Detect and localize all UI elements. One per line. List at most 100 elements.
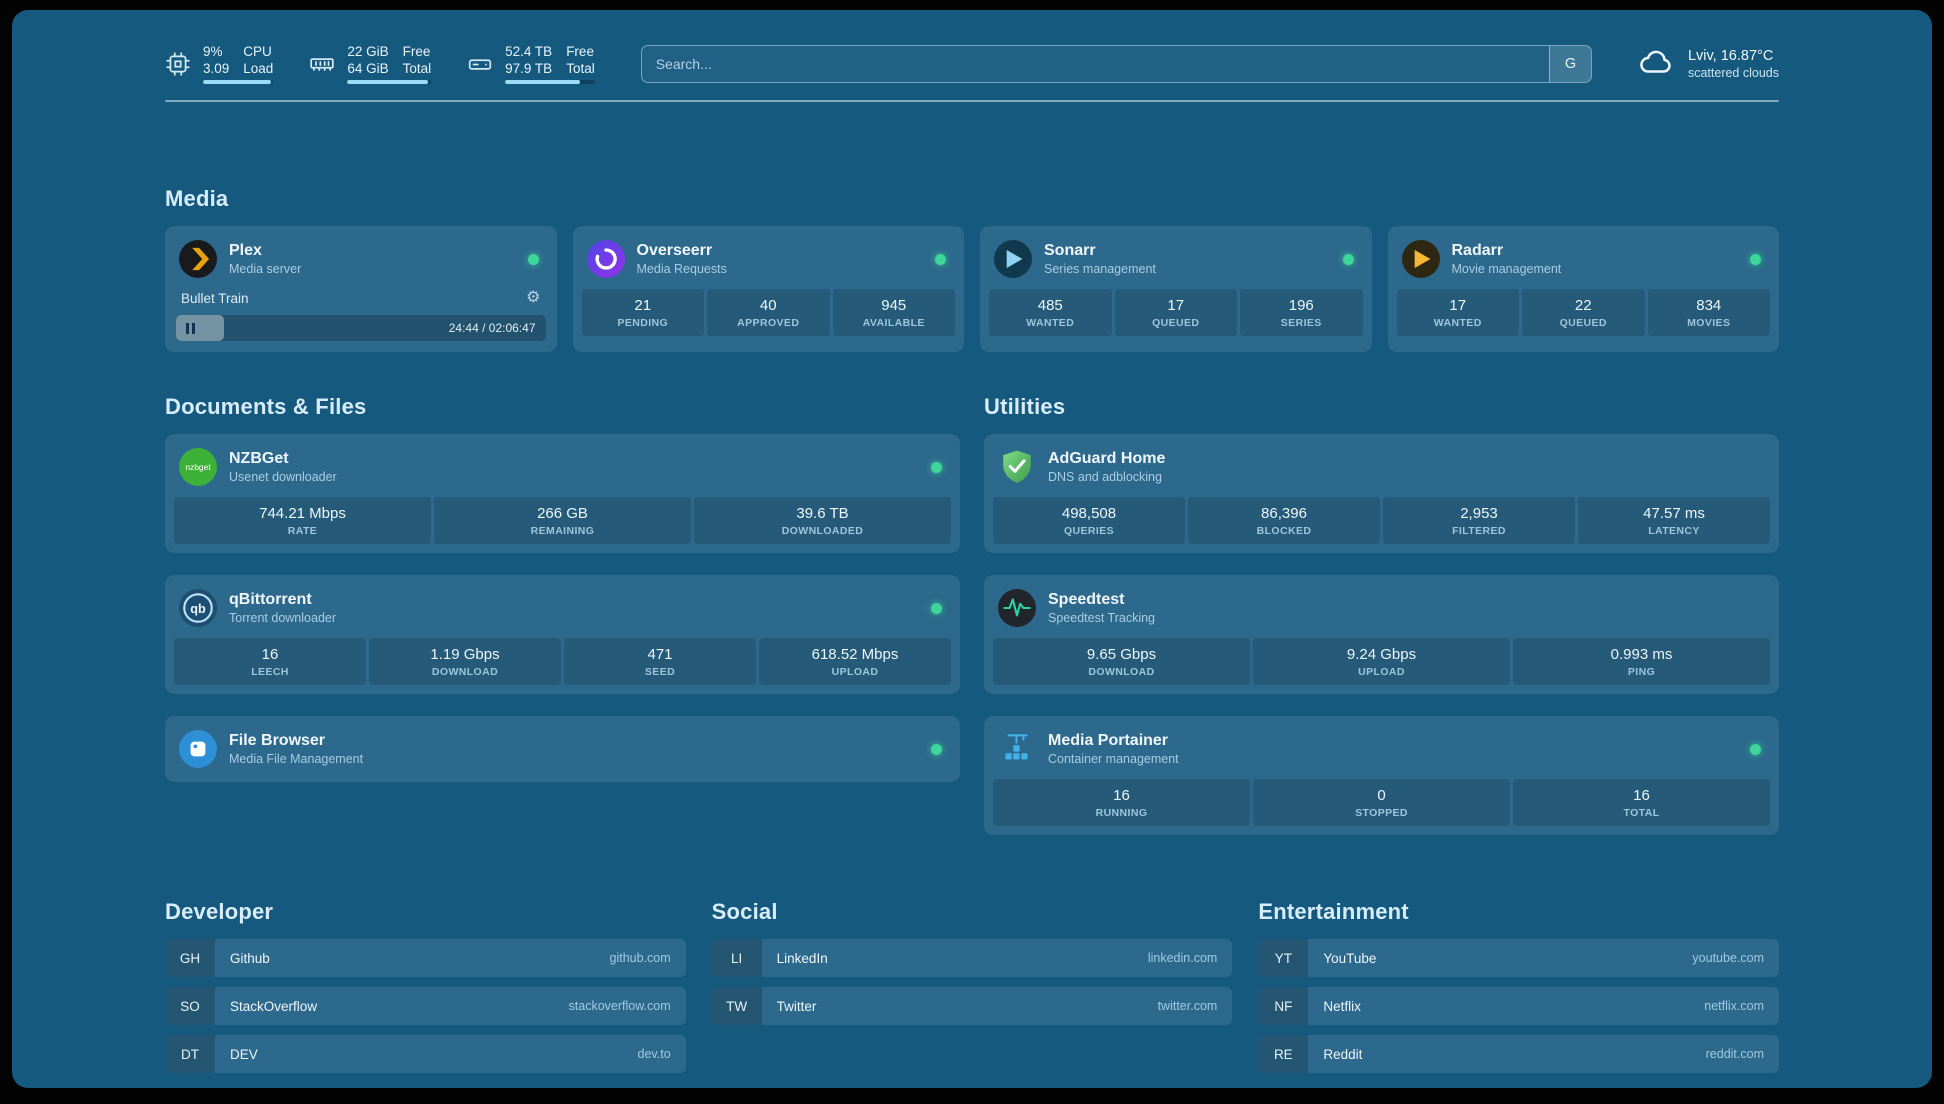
settings-gear-icon[interactable]: ⚙ xyxy=(526,289,541,306)
section-title-media: Media xyxy=(165,186,229,211)
disk-total-value: 97.9 TB xyxy=(505,61,553,76)
stat-total: 16 TOTAL xyxy=(1513,779,1770,826)
bookmark-domain: youtube.com xyxy=(1692,951,1764,965)
bookmark-stackoverflow[interactable]: SO StackOverflow stackoverflow.com xyxy=(165,987,686,1025)
bookmark-github[interactable]: GH Github github.com xyxy=(165,939,686,977)
disk-free-label: Free xyxy=(566,44,594,59)
bookmark-abbr: SO xyxy=(165,987,215,1025)
pause-icon[interactable] xyxy=(186,322,195,334)
service-card-plex[interactable]: Plex Media server Bullet Train ⚙ xyxy=(165,226,557,352)
service-card-speedtest[interactable]: Speedtest Speedtest Tracking 9.65 Gbps D… xyxy=(984,575,1779,694)
memory-total-value: 64 GiB xyxy=(347,61,389,76)
service-subtitle: Container management xyxy=(1048,752,1179,766)
bookmark-domain: dev.to xyxy=(637,1047,671,1061)
service-card-nzbget[interactable]: nzbget NZBGet Usenet downloader 74 xyxy=(165,434,960,553)
bookmark-name: Reddit xyxy=(1323,1046,1363,1062)
adguard-icon xyxy=(998,448,1036,486)
memory-usage-bar-fill xyxy=(347,80,428,84)
memory-free-value: 22 GiB xyxy=(347,44,389,59)
speedtest-icon xyxy=(998,589,1036,627)
service-title: Plex xyxy=(229,242,262,259)
bookmark-domain: reddit.com xyxy=(1705,1047,1764,1061)
search-input[interactable] xyxy=(641,46,1549,82)
service-card-overseerr[interactable]: Overseerr Media Requests 21 PENDING 40 A… xyxy=(572,226,964,352)
service-card-portainer[interactable]: Media Portainer Container management 16 … xyxy=(984,716,1779,835)
memory-icon xyxy=(309,51,335,77)
disk-free-value: 52.4 TB xyxy=(505,44,553,59)
bookmark-abbr: DT xyxy=(165,1035,215,1073)
svg-text:qb: qb xyxy=(190,602,206,616)
plex-player-bar[interactable]: 24:44 / 02:06:47 xyxy=(176,315,546,341)
service-card-adguard[interactable]: AdGuard Home DNS and adblocking 498,508 … xyxy=(984,434,1779,553)
cpu-value: 9% xyxy=(203,44,223,59)
stat-filtered: 2,953 FILTERED xyxy=(1383,497,1575,544)
service-title: Overseerr xyxy=(636,242,713,259)
bookmark-netflix[interactable]: NF Netflix netflix.com xyxy=(1258,987,1779,1025)
service-card-qbittorrent[interactable]: qb qBittorrent Torrent downloader xyxy=(165,575,960,694)
stat-remaining: 266 GB REMAINING xyxy=(434,497,691,544)
stat-pending: 21 PENDING xyxy=(581,289,704,336)
status-dot xyxy=(1342,253,1354,265)
service-title: Sonarr xyxy=(1044,242,1096,259)
service-subtitle: Torrent downloader xyxy=(229,611,337,625)
stat-downloaded: 39.6 TB DOWNLOADED xyxy=(694,497,951,544)
search-provider-button[interactable]: G xyxy=(1548,46,1591,82)
stat-stopped: 0 STOPPED xyxy=(1253,779,1510,826)
service-title: qBittorrent xyxy=(229,591,312,608)
bookmark-domain: github.com xyxy=(609,951,671,965)
bookmark-name: Netflix xyxy=(1323,998,1361,1014)
resource-memory: 22 GiB Free 64 GiB Total xyxy=(309,44,432,84)
cpu-usage-bar-fill xyxy=(203,80,271,84)
service-subtitle: Media Requests xyxy=(636,262,727,276)
overseerr-icon xyxy=(586,240,625,278)
section-title-social: Social xyxy=(711,899,778,924)
section-title-utilities: Utilities xyxy=(984,394,1066,419)
bookmark-group-entertainment: Entertainment YT YouTube youtube.com NF … xyxy=(1258,899,1779,1083)
service-card-sonarr[interactable]: Sonarr Series management 485 WANTED 17 Q… xyxy=(980,226,1372,352)
service-title: NZBGet xyxy=(229,450,289,467)
bookmark-abbr: NF xyxy=(1258,987,1309,1025)
status-dot xyxy=(935,253,946,265)
service-title: File Browser xyxy=(229,732,326,749)
service-subtitle: Speedtest Tracking xyxy=(1048,611,1156,625)
stat-blocked: 86,396 BLOCKED xyxy=(1188,497,1380,544)
service-title: Speedtest xyxy=(1048,591,1125,608)
bookmark-linkedin[interactable]: LI LinkedIn linkedin.com xyxy=(711,939,1233,977)
player-time: 24:44 / 02:06:47 xyxy=(448,321,536,335)
stat-latency: 47.57 ms LATENCY xyxy=(1578,497,1770,544)
service-subtitle: Usenet downloader xyxy=(229,470,337,484)
status-dot xyxy=(931,602,942,614)
filebrowser-icon xyxy=(179,730,217,768)
bookmark-youtube[interactable]: YT YouTube youtube.com xyxy=(1258,939,1779,977)
bookmark-reddit[interactable]: RE Reddit reddit.com xyxy=(1258,1035,1779,1073)
bookmark-name: Twitter xyxy=(776,998,817,1014)
stat-upload: 618.52 Mbps UPLOAD xyxy=(759,638,951,685)
section-documents: Documents & Files nzbget xyxy=(165,394,960,835)
bookmark-domain: linkedin.com xyxy=(1147,951,1218,965)
bookmark-group-social: Social LI LinkedIn linkedin.com TW Twitt… xyxy=(711,899,1233,1083)
service-subtitle: Series management xyxy=(1044,262,1156,276)
service-subtitle: Movie management xyxy=(1451,262,1562,276)
status-dot xyxy=(931,743,942,755)
bookmark-twitter[interactable]: TW Twitter twitter.com xyxy=(711,987,1233,1025)
cpu-label: CPU xyxy=(243,44,272,59)
bookmark-name: YouTube xyxy=(1323,950,1377,966)
bookmark-abbr: LI xyxy=(711,939,762,977)
bookmark-abbr: TW xyxy=(711,987,762,1025)
bookmark-dev[interactable]: DT DEV dev.to xyxy=(165,1035,686,1073)
bookmark-name: Github xyxy=(230,950,270,966)
stat-running: 16 RUNNING xyxy=(993,779,1250,826)
service-card-radarr[interactable]: Radarr Movie management 17 WANTED 22 QUE… xyxy=(1387,226,1779,352)
stat-queries: 498,508 QUERIES xyxy=(993,497,1185,544)
service-title: Media Portainer xyxy=(1048,732,1169,749)
service-card-filebrowser[interactable]: File Browser Media File Management xyxy=(165,716,960,782)
stat-upload: 9.24 Gbps UPLOAD xyxy=(1253,638,1510,685)
qbittorrent-icon: qb xyxy=(179,589,217,627)
section-utilities: Utilities xyxy=(984,394,1779,835)
bookmark-name: LinkedIn xyxy=(776,950,828,966)
stat-rate: 744.21 Mbps RATE xyxy=(174,497,431,544)
resource-disk: 52.4 TB Free 97.9 TB Total xyxy=(467,44,595,84)
weather-widget[interactable]: Lviv, 16.87°C scattered clouds xyxy=(1638,47,1779,82)
plex-icon xyxy=(179,240,217,278)
resource-widgets: 9% CPU 3.09 Load xyxy=(165,44,595,84)
